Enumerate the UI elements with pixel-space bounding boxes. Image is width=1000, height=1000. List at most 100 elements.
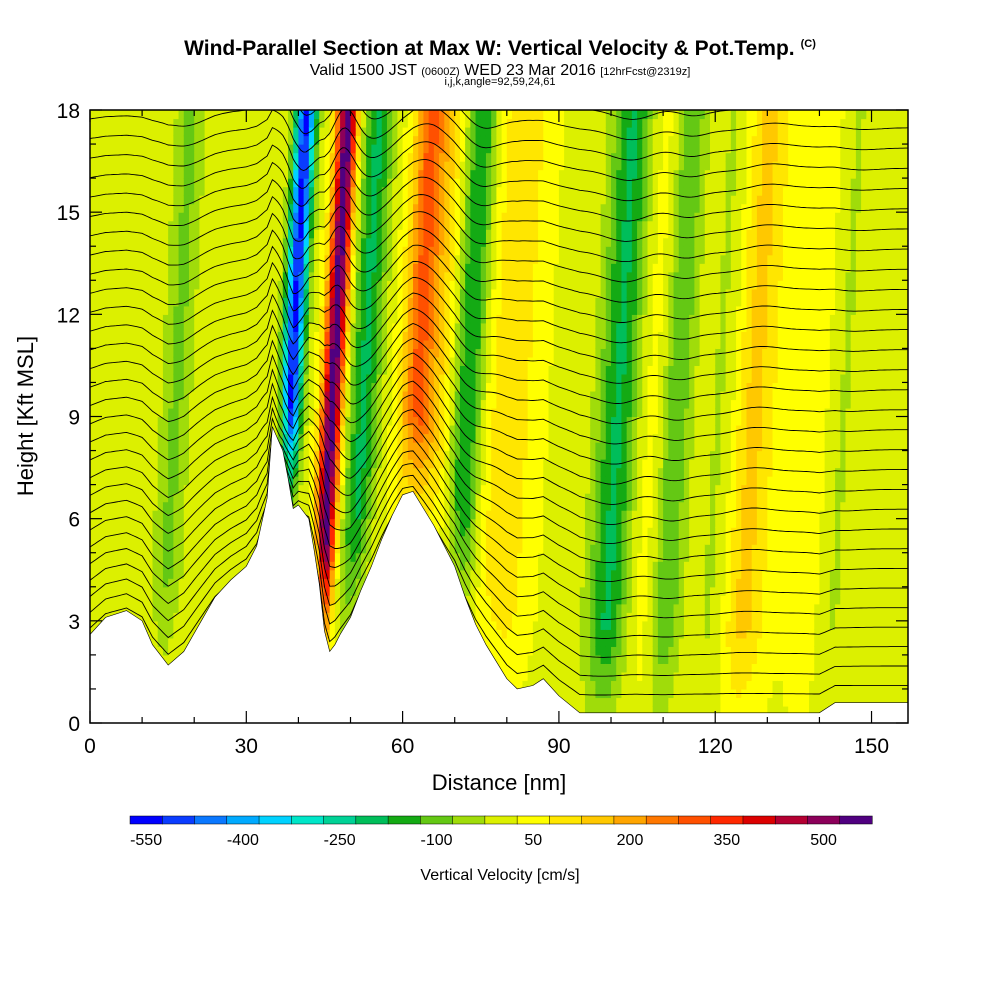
velocity-cell bbox=[319, 161, 326, 171]
velocity-cell bbox=[329, 595, 336, 605]
velocity-cell bbox=[246, 493, 253, 503]
velocity-cell bbox=[147, 254, 154, 264]
velocity-cell bbox=[381, 501, 388, 511]
velocity-cell bbox=[209, 297, 216, 307]
velocity-cell bbox=[136, 544, 143, 554]
velocity-cell bbox=[308, 169, 315, 179]
velocity-cell bbox=[407, 110, 414, 120]
velocity-cell bbox=[178, 390, 185, 401]
velocity-cell bbox=[188, 203, 195, 213]
velocity-cell bbox=[194, 212, 201, 222]
velocity-cell bbox=[407, 280, 414, 290]
velocity-cell bbox=[90, 348, 96, 358]
velocity-cell bbox=[366, 484, 372, 494]
velocity-cell bbox=[418, 416, 425, 426]
velocity-cell bbox=[277, 407, 284, 418]
velocity-cell bbox=[142, 169, 148, 179]
velocity-cell bbox=[183, 510, 190, 520]
velocity-cell bbox=[225, 314, 232, 324]
velocity-cell bbox=[126, 586, 133, 596]
velocity-cell bbox=[386, 459, 393, 469]
velocity-cell bbox=[100, 254, 107, 264]
velocity-cell bbox=[188, 237, 195, 247]
velocity-cell bbox=[319, 373, 326, 384]
velocity-cell bbox=[100, 407, 107, 418]
velocity-cell bbox=[314, 467, 320, 477]
velocity-cell bbox=[282, 331, 289, 341]
velocity-cell bbox=[402, 220, 409, 230]
velocity-cell bbox=[225, 271, 232, 281]
velocity-cell bbox=[126, 331, 133, 341]
velocity-cell bbox=[261, 237, 268, 247]
velocity-cell bbox=[376, 161, 383, 171]
velocity-cell bbox=[199, 322, 206, 332]
velocity-cell bbox=[168, 620, 174, 630]
velocity-cell bbox=[142, 186, 148, 196]
velocity-cell bbox=[340, 356, 346, 367]
velocity-cell bbox=[381, 263, 388, 273]
velocity-cell bbox=[345, 442, 352, 452]
velocity-cell bbox=[381, 356, 388, 367]
velocity-cell bbox=[376, 254, 383, 264]
velocity-cell bbox=[293, 237, 300, 247]
velocity-cell bbox=[376, 476, 383, 486]
velocity-cell bbox=[204, 407, 211, 418]
velocity-cell bbox=[256, 135, 263, 145]
velocity-cell bbox=[225, 527, 232, 537]
velocity-cell bbox=[366, 305, 372, 315]
velocity-cell bbox=[407, 186, 414, 196]
velocity-cell bbox=[444, 229, 451, 239]
velocity-cell bbox=[194, 535, 201, 545]
velocity-cell bbox=[241, 203, 247, 213]
velocity-cell bbox=[340, 382, 346, 392]
velocity-cell bbox=[256, 195, 263, 205]
velocity-cell bbox=[147, 425, 154, 435]
velocity-cell bbox=[100, 535, 107, 545]
velocity-cell bbox=[402, 169, 409, 179]
velocity-cell bbox=[246, 169, 253, 179]
velocity-cell bbox=[256, 263, 263, 273]
velocity-cell bbox=[407, 399, 414, 409]
velocity-cell bbox=[355, 288, 362, 298]
velocity-cell bbox=[376, 152, 383, 162]
velocity-cell bbox=[261, 186, 268, 196]
velocity-cell bbox=[121, 178, 128, 188]
velocity-cell bbox=[308, 195, 315, 205]
velocity-cell bbox=[142, 416, 148, 426]
velocity-cell bbox=[194, 246, 201, 256]
velocity-cell bbox=[209, 203, 216, 213]
velocity-cell bbox=[376, 459, 383, 469]
velocity-cell bbox=[355, 416, 362, 426]
velocity-cell bbox=[126, 467, 133, 477]
velocity-cell bbox=[439, 186, 445, 196]
velocity-cell bbox=[147, 365, 154, 375]
velocity-cell bbox=[204, 186, 211, 196]
velocity-cell bbox=[324, 382, 331, 392]
velocity-cell bbox=[183, 382, 190, 392]
velocity-cell bbox=[246, 476, 253, 486]
velocity-cell bbox=[142, 271, 148, 281]
velocity-cell bbox=[324, 169, 331, 179]
velocity-cell bbox=[439, 288, 445, 298]
velocity-cell bbox=[366, 135, 372, 145]
velocity-cell bbox=[256, 459, 263, 469]
velocity-cell bbox=[209, 416, 216, 426]
velocity-cell bbox=[100, 178, 107, 188]
velocity-cell bbox=[204, 280, 211, 290]
velocity-cell bbox=[340, 161, 346, 171]
velocity-cell bbox=[157, 629, 164, 639]
velocity-cell bbox=[386, 110, 393, 120]
velocity-cell bbox=[277, 382, 284, 392]
velocity-cell bbox=[418, 407, 425, 418]
velocity-cell bbox=[355, 356, 362, 367]
velocity-cell bbox=[355, 127, 362, 137]
velocity-cell bbox=[413, 178, 419, 188]
velocity-cell bbox=[444, 110, 451, 120]
velocity-cell bbox=[376, 527, 383, 537]
velocity-cell bbox=[251, 195, 258, 205]
velocity-cell bbox=[131, 195, 138, 205]
velocity-cell bbox=[173, 552, 180, 562]
velocity-cell bbox=[256, 416, 263, 426]
velocity-cell bbox=[439, 212, 445, 222]
velocity-cell bbox=[246, 552, 253, 562]
